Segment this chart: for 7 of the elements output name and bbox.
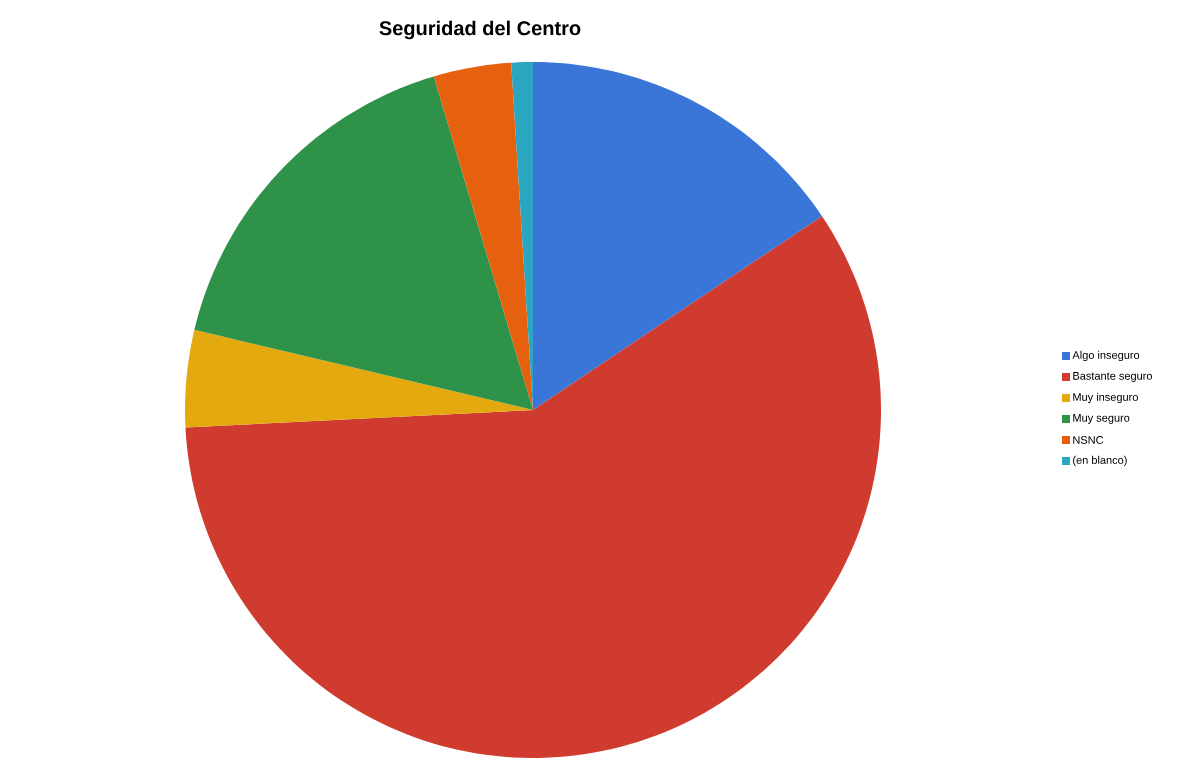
legend-label: NSNC — [1073, 436, 1104, 444]
legend-label: Algo inseguro — [1072, 350, 1140, 362]
legend-label: (en blanco) — [1073, 455, 1127, 467]
chart-title: Seguridad del Centro — [379, 20, 581, 40]
legend-label: Bastante seguro — [1073, 372, 1153, 382]
legend-label: Muy inseguro — [1073, 392, 1138, 404]
legend-label: Muy seguro — [1073, 414, 1130, 424]
